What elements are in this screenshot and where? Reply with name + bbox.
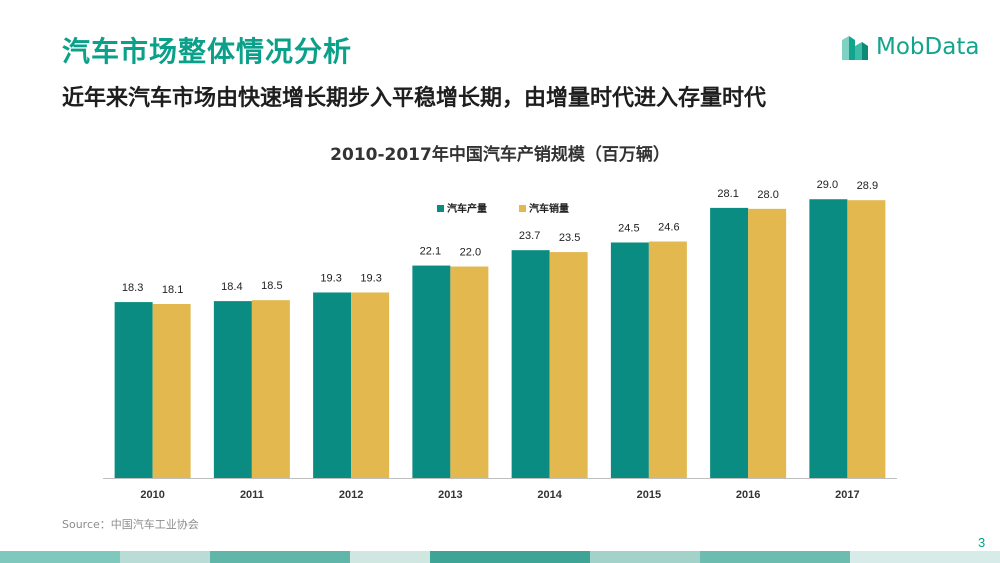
footer-band-segment bbox=[850, 551, 1000, 563]
footer-band-segment bbox=[700, 551, 850, 563]
bar bbox=[847, 200, 886, 478]
x-tick-label: 2014 bbox=[537, 489, 562, 501]
footer-band bbox=[0, 551, 1000, 563]
data-label: 29.0 bbox=[817, 179, 838, 191]
bar bbox=[412, 265, 451, 478]
bar bbox=[251, 300, 290, 478]
bar bbox=[809, 199, 848, 478]
page-title: 汽车市场整体情况分析 bbox=[62, 35, 353, 68]
footer-band-segment bbox=[120, 551, 210, 563]
chart-title: 2010-2017年中国汽车产销规模（百万辆） bbox=[330, 144, 670, 165]
page-number: 3 bbox=[978, 535, 986, 550]
data-label: 28.1 bbox=[717, 188, 738, 200]
data-label: 24.6 bbox=[658, 222, 679, 234]
footer-band-segment bbox=[590, 551, 700, 563]
buildings-logo-icon bbox=[842, 36, 868, 60]
data-label: 28.0 bbox=[757, 189, 778, 201]
x-tick-label: 2010 bbox=[140, 489, 164, 501]
bar bbox=[610, 242, 649, 478]
legend-label: 汽车产量 bbox=[447, 202, 487, 215]
data-label: 22.1 bbox=[420, 246, 441, 258]
bar bbox=[313, 292, 352, 478]
data-label: 18.5 bbox=[261, 280, 282, 292]
footer-band-segment bbox=[350, 551, 430, 563]
footer-band-segment bbox=[430, 551, 590, 563]
data-label: 18.3 bbox=[122, 282, 143, 294]
bar bbox=[450, 266, 489, 478]
data-label: 18.1 bbox=[162, 284, 183, 296]
source-note: Source：中国汽车工业协会 bbox=[62, 518, 199, 531]
mobdata-logo: MobData bbox=[840, 30, 979, 64]
legend-label: 汽车销量 bbox=[529, 202, 569, 215]
bar bbox=[748, 208, 787, 478]
bar bbox=[114, 302, 153, 478]
page-subtitle: 近年来汽车市场由快速增长期步入平稳增长期，由增量时代进入存量时代 bbox=[62, 86, 767, 111]
data-label: 22.0 bbox=[460, 247, 481, 259]
bar bbox=[213, 301, 252, 478]
bar bbox=[648, 241, 687, 478]
data-label: 28.9 bbox=[857, 180, 878, 192]
data-label: 23.7 bbox=[519, 230, 540, 242]
bar bbox=[351, 292, 390, 478]
bar bbox=[549, 252, 588, 478]
x-tick-label: 2013 bbox=[438, 489, 462, 501]
data-label: 19.3 bbox=[360, 272, 381, 284]
data-label: 23.5 bbox=[559, 232, 580, 244]
x-tick-label: 2017 bbox=[835, 489, 859, 501]
data-label: 19.3 bbox=[320, 272, 341, 284]
bar bbox=[511, 250, 550, 478]
x-tick-label: 2012 bbox=[339, 489, 363, 501]
bar bbox=[710, 207, 749, 478]
data-label: 24.5 bbox=[618, 222, 639, 234]
x-tick-label: 2011 bbox=[240, 489, 264, 501]
x-tick-label: 2015 bbox=[637, 489, 661, 501]
x-tick-label: 2016 bbox=[736, 489, 760, 501]
legend-swatch bbox=[519, 205, 526, 212]
footer-band-segment bbox=[0, 551, 120, 563]
legend-swatch bbox=[437, 205, 444, 212]
data-label: 18.4 bbox=[221, 281, 242, 293]
footer-band-segment bbox=[210, 551, 350, 563]
bar bbox=[152, 304, 191, 478]
logo-text: MobData bbox=[876, 34, 980, 60]
